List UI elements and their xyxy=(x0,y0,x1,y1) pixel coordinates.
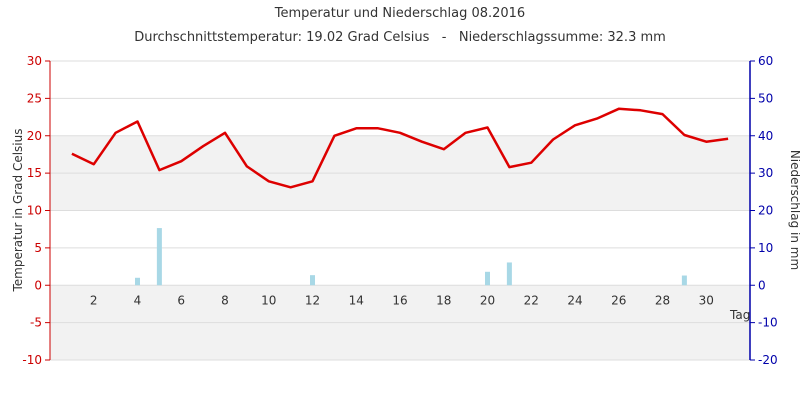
precipitation-bars xyxy=(135,228,687,286)
left-axis-ticks: -10 -5 0 5 10 15 20 25 30 xyxy=(22,54,50,367)
right-tick-label: 60 xyxy=(758,54,773,68)
x-tick-label: 26 xyxy=(611,293,626,307)
x-tick-label: 30 xyxy=(699,293,714,307)
right-tick-label: -20 xyxy=(758,353,778,367)
gridlines xyxy=(50,60,750,361)
right-tick-label: 50 xyxy=(758,91,773,105)
y-axis-right-label: Niederschlag in mm xyxy=(788,150,800,270)
right-tick-label: 40 xyxy=(758,129,773,143)
y-axis-left-label: Temperatur in Grad Celsius xyxy=(11,128,25,292)
chart-title: Temperatur und Niederschlag 08.2016 xyxy=(274,6,525,21)
right-tick-label: 30 xyxy=(758,166,773,180)
precipitation-bar xyxy=(135,277,140,286)
x-tick-label: 20 xyxy=(480,293,495,307)
left-tick-label: 0 xyxy=(34,278,42,292)
x-tick-label: 4 xyxy=(134,293,142,307)
left-tick-label: 15 xyxy=(27,166,42,180)
x-axis-ticks: 2 4 6 8 10 12 14 16 18 20 22 24 26 28 30 xyxy=(90,293,714,307)
plot-band xyxy=(50,322,750,360)
left-tick-label: 10 xyxy=(27,204,42,218)
plot-band xyxy=(50,247,750,286)
x-tick-label: 8 xyxy=(221,293,229,307)
x-tick-label: 10 xyxy=(261,293,276,307)
chart-subtitle: Durchschnittstemperatur: 19.02 Grad Cels… xyxy=(134,30,666,45)
x-tick-label: 16 xyxy=(392,293,407,307)
precipitation-bar xyxy=(485,271,490,286)
right-tick-label: 20 xyxy=(758,204,773,218)
x-tick-label: 18 xyxy=(436,293,451,307)
left-tick-label: -5 xyxy=(30,316,42,330)
plot-band xyxy=(50,285,750,323)
left-tick-label: 30 xyxy=(27,54,42,68)
precipitation-bar xyxy=(310,275,315,286)
x-axis-label: Tag xyxy=(729,308,750,322)
temperature-series xyxy=(71,107,729,189)
left-tick-label: 5 xyxy=(34,241,42,255)
right-tick-label: 0 xyxy=(758,278,766,292)
precipitation-bar xyxy=(681,275,687,286)
precipitation-bar xyxy=(506,262,512,286)
right-tick-label: 10 xyxy=(758,241,773,255)
plot-band xyxy=(50,173,750,211)
temperature-line xyxy=(71,107,729,189)
plot-band xyxy=(50,135,750,174)
x-tick-label: 2 xyxy=(90,293,98,307)
x-tick-label: 24 xyxy=(567,293,582,307)
precipitation-bar xyxy=(156,228,162,286)
plot-band xyxy=(50,61,750,99)
plot-band xyxy=(50,210,750,248)
plot-band xyxy=(50,98,750,136)
x-tick-label: 28 xyxy=(655,293,670,307)
left-tick-label: 25 xyxy=(27,91,42,105)
left-tick-label: -10 xyxy=(22,353,42,367)
x-tick-label: 22 xyxy=(524,293,539,307)
left-tick-label: 20 xyxy=(27,129,42,143)
x-tick-label: 14 xyxy=(349,293,364,307)
x-tick-label: 12 xyxy=(305,293,320,307)
right-tick-label: -10 xyxy=(758,316,778,330)
x-tick-label: 6 xyxy=(177,293,185,307)
plot-background xyxy=(50,61,750,360)
right-axis-ticks: -20 -10 0 10 20 30 40 50 60 xyxy=(750,54,778,367)
